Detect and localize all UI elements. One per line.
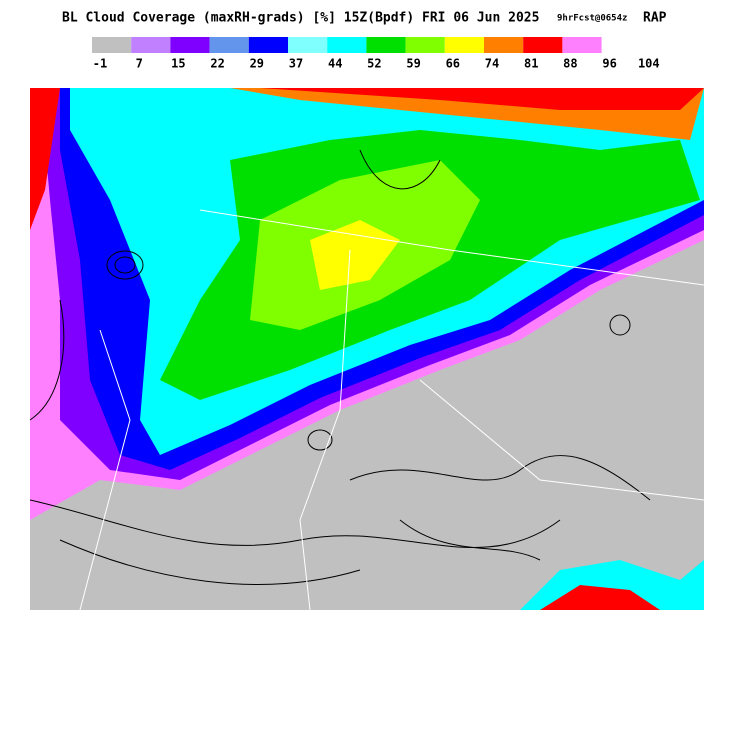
legend-swatch bbox=[92, 37, 132, 53]
legend-swatch bbox=[248, 37, 288, 53]
contours bbox=[29, 149, 651, 585]
borders bbox=[79, 209, 705, 611]
legend-label: 104 bbox=[638, 57, 660, 71]
legend-swatch bbox=[288, 37, 328, 53]
legend-label: 15 bbox=[171, 57, 185, 71]
legend-label: -1 bbox=[93, 57, 107, 71]
legend-swatch bbox=[444, 37, 484, 53]
legend-label: 74 bbox=[485, 57, 499, 71]
cloud-field bbox=[30, 88, 60, 230]
map-title: BL Cloud Coverage (maxRH-grads) [%] 15Z(… bbox=[62, 11, 539, 26]
legend-label: 81 bbox=[524, 57, 538, 71]
legend-label: 22 bbox=[210, 57, 224, 71]
legend-label: 66 bbox=[446, 57, 460, 71]
legend-label: 44 bbox=[328, 57, 342, 71]
legend-swatch bbox=[170, 37, 210, 53]
legend-label: 88 bbox=[563, 57, 577, 71]
legend-swatch bbox=[405, 37, 445, 53]
cloud-field bbox=[310, 220, 400, 290]
legend-swatch bbox=[366, 37, 406, 53]
legend-label: 52 bbox=[367, 57, 381, 71]
cloud-field bbox=[260, 88, 704, 110]
legend-label: 37 bbox=[289, 57, 303, 71]
color-legend: -1 7 15 22 29 37 44 52 59 66 74 81 88 96 104 bbox=[92, 37, 660, 71]
legend-swatch bbox=[562, 37, 602, 53]
legend-label: 7 bbox=[136, 57, 143, 71]
cloud-field bbox=[540, 585, 660, 610]
legend-label: 59 bbox=[406, 57, 420, 71]
legend-swatch bbox=[209, 37, 249, 53]
legend-swatch bbox=[484, 37, 524, 53]
forecast-time: 9hrFcst@0654z bbox=[557, 14, 627, 24]
legend-swatch bbox=[327, 37, 367, 53]
legend-label: 96 bbox=[602, 57, 616, 71]
legend-label: 29 bbox=[250, 57, 264, 71]
legend-swatch bbox=[523, 37, 563, 53]
model-name: RAP bbox=[643, 11, 667, 26]
legend-swatch bbox=[131, 37, 171, 53]
map bbox=[29, 88, 705, 611]
